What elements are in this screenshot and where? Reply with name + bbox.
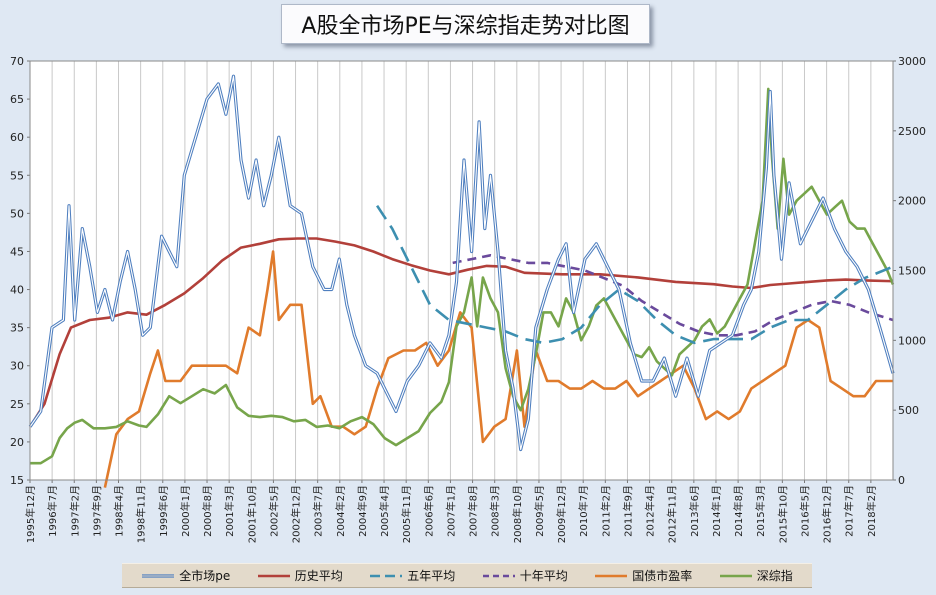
right-axis: 0 500 1000 1500 2000 2500 3000 (893, 55, 926, 487)
right-tick-label: 1500 (898, 265, 926, 278)
legend-label: 五年平均 (407, 569, 456, 583)
right-tick-label: 2500 (898, 125, 926, 138)
left-tick-label: 70 (10, 55, 24, 68)
x-tick-label: 2001年3月 (223, 485, 236, 537)
left-tick-label: 20 (10, 436, 24, 449)
series-line (103, 250, 893, 488)
right-tick-label: 2000 (898, 195, 926, 208)
x-tick-label: 1996年7月 (46, 485, 59, 537)
series-1 (28, 237, 894, 428)
series-2 (376, 204, 894, 345)
x-tick-label: 2008年3月 (489, 485, 502, 537)
x-tick-label: 2013年6月 (688, 485, 701, 537)
series-line (28, 237, 894, 428)
x-tick-label: 2016年5月 (798, 485, 811, 537)
left-tick-label: 55 (10, 169, 24, 182)
x-tick-label: 2002年5月 (267, 485, 280, 537)
left-tick-label: 25 (10, 398, 24, 411)
x-tick-label: 2009年12月 (555, 485, 568, 543)
chart-title-box: A股全市场PE与深综指走势对比图 (281, 4, 650, 44)
x-axis: 1995年12月 1996年7月 1997年2月 1997年9月 1998年4月 1998… (24, 480, 878, 543)
x-tick-label: 2014年1月 (710, 485, 723, 537)
legend-swatch (142, 573, 175, 578)
legend-label: 十年平均 (519, 569, 568, 583)
right-tick-label: 3000 (898, 55, 926, 68)
left-tick-label: 30 (10, 360, 24, 373)
left-tick-label: 40 (10, 284, 24, 297)
x-tick-label: 2000年1月 (179, 485, 192, 537)
series-line-inner (29, 75, 894, 451)
left-tick-label: 65 (10, 93, 24, 106)
x-tick-label: 2009年5月 (533, 485, 546, 537)
x-tick-label: 2010年7月 (577, 485, 590, 537)
right-tick-label: 1000 (898, 334, 926, 347)
left-tick-label: 60 (10, 131, 24, 144)
x-tick-label: 1999年6月 (157, 485, 170, 537)
legend-swatch (370, 574, 403, 577)
x-tick-label: 2016年12月 (821, 485, 834, 543)
legend-label: 历史平均 (294, 569, 343, 583)
right-tick-label: 0 (898, 474, 905, 487)
legend-label: 国债市盈率 (632, 569, 693, 583)
legend-swatch (595, 574, 628, 577)
x-tick-label: 2014年8月 (732, 485, 745, 537)
legend-item: 全市场pe (141, 567, 230, 584)
legend-label: 全市场pe (179, 569, 231, 583)
x-tick-label: 1997年9月 (90, 485, 103, 537)
legend-item: 五年平均 (369, 567, 455, 584)
x-tick-label: 2011年2月 (599, 485, 612, 537)
series-layer (28, 74, 895, 488)
x-tick-label: 1998年4月 (113, 485, 126, 537)
x-tick-label: 2001年10月 (245, 485, 258, 543)
x-tick-label: 2017年7月 (843, 485, 856, 537)
x-tick-label: 1998年11月 (135, 485, 148, 543)
x-tick-label: 2012年4月 (644, 485, 657, 537)
gridlines (51, 61, 872, 480)
right-tick-label: 500 (898, 404, 919, 417)
series-line (376, 204, 894, 345)
x-tick-label: 2006年6月 (422, 485, 435, 537)
series-3 (452, 254, 894, 337)
x-tick-label: 1997年2月 (68, 485, 81, 537)
x-tick-label: 2018年2月 (865, 485, 878, 537)
legend-swatch (719, 574, 752, 577)
legend-item: 十年平均 (482, 567, 568, 584)
x-tick-label: 2004年9月 (356, 485, 369, 537)
x-tick-label: 2012年11月 (666, 485, 679, 543)
x-tick-label: 2000年8月 (201, 485, 214, 537)
x-tick-label: 2011年9月 (621, 485, 634, 537)
x-tick-label: 2004年2月 (334, 485, 347, 537)
plot-frame (29, 60, 894, 481)
x-tick-label: 2005年11月 (400, 485, 413, 543)
x-tick-label: 2002年12月 (290, 485, 303, 543)
series-0 (28, 74, 895, 452)
legend-swatch (257, 574, 290, 577)
legend-swatch (482, 574, 515, 577)
legend-item: 国债市盈率 (594, 567, 692, 584)
x-tick-label: 1995年12月 (24, 485, 37, 543)
left-axis: 15 20 25 30 35 40 45 50 55 60 65 70 (10, 55, 30, 487)
x-tick-label: 2007年1月 (444, 485, 457, 537)
x-tick-label: 2007年8月 (467, 485, 480, 537)
series-4 (103, 250, 893, 488)
x-tick-label: 2015年3月 (754, 485, 767, 537)
legend-label: 深综指 (756, 569, 793, 583)
x-tick-label: 2005年4月 (378, 485, 391, 537)
left-tick-label: 45 (10, 245, 24, 258)
left-tick-label: 35 (10, 322, 24, 335)
legend-item: 历史平均 (257, 567, 343, 584)
left-tick-label: 15 (10, 474, 24, 487)
legend-item: 深综指 (719, 567, 793, 584)
x-tick-label: 2008年10月 (511, 485, 524, 543)
series-line (452, 254, 894, 337)
x-tick-label: 2015年10月 (776, 485, 789, 543)
x-tick-label: 2003年7月 (312, 485, 325, 537)
left-tick-label: 50 (10, 207, 24, 220)
legend: 全市场pe 历史平均 五年平均 十年平均 国债市盈率 深综指 (122, 563, 812, 588)
chart-title: A股全市场PE与深综指走势对比图 (301, 14, 630, 39)
